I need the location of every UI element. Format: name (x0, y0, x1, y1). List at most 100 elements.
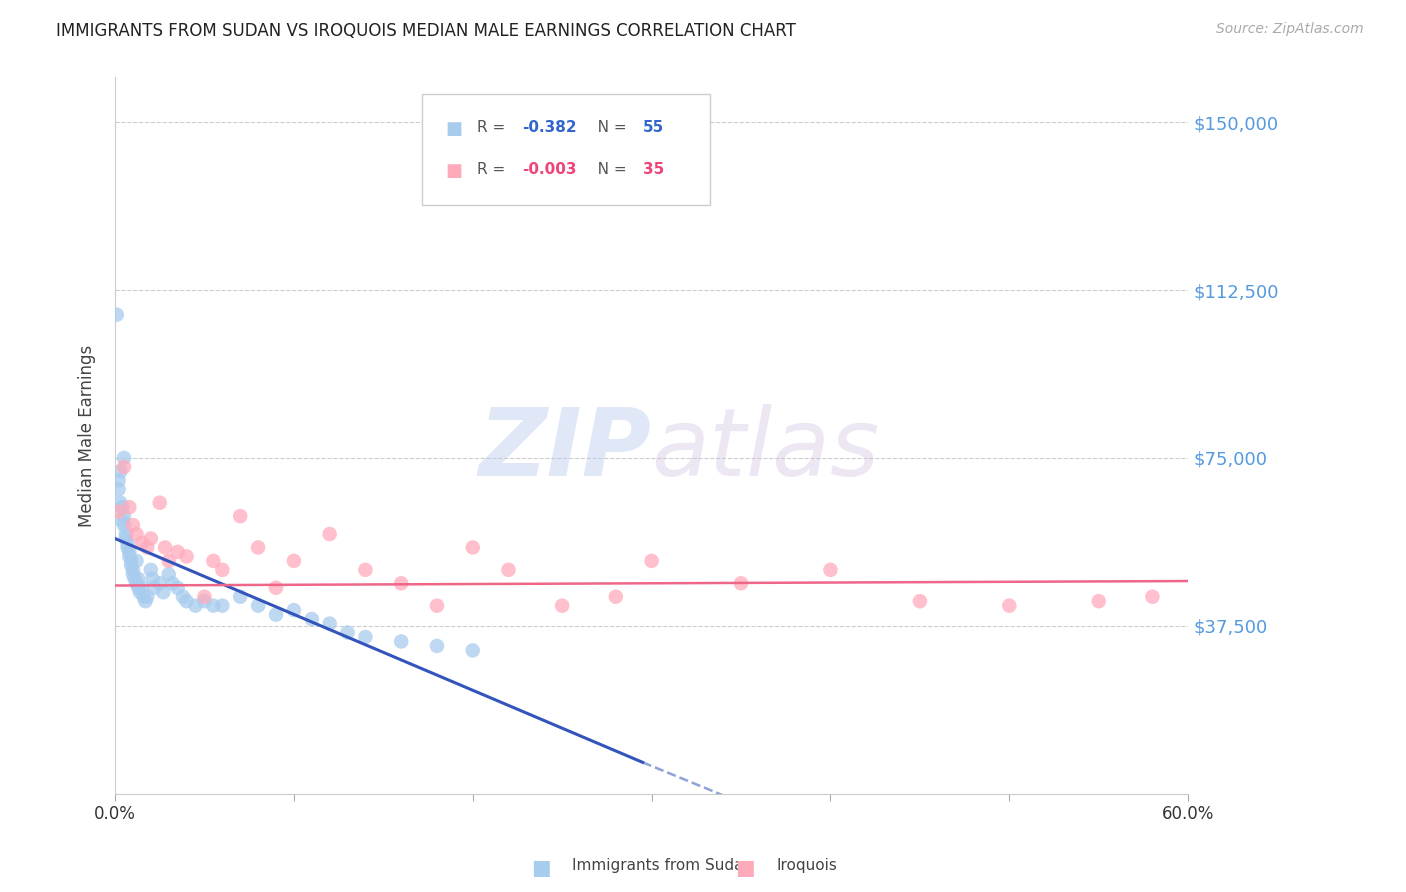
Point (1142, 590, 1164, 604)
Text: IMMIGRANTS FROM SUDAN VS IROQUOIS MEDIAN MALE EARNINGS CORRELATION CHART: IMMIGRANTS FROM SUDAN VS IROQUOIS MEDIAN… (56, 22, 796, 40)
Point (336, 625, 359, 640)
Point (166, 545, 188, 559)
Point (202, 599, 225, 613)
Point (107, 483, 129, 497)
Point (131, 581, 153, 595)
Point (143, 581, 166, 595)
Point (176, 549, 198, 564)
Point (162, 576, 184, 591)
Point (124, 572, 146, 586)
Y-axis label: Median Male Earnings: Median Male Earnings (79, 344, 96, 526)
Point (820, 563, 842, 577)
Point (211, 563, 233, 577)
Text: Iroquois: Iroquois (776, 858, 837, 873)
Text: ■: ■ (446, 162, 463, 180)
Point (318, 527, 340, 541)
Point (132, 590, 155, 604)
Point (498, 563, 520, 577)
Point (461, 643, 484, 657)
Point (264, 607, 287, 622)
Text: -0.382: -0.382 (522, 120, 576, 136)
Point (998, 599, 1021, 613)
Text: R =: R = (477, 120, 510, 136)
Point (142, 572, 165, 586)
Text: Source: ZipAtlas.com: Source: ZipAtlas.com (1216, 22, 1364, 37)
Point (111, 500, 134, 515)
Point (120, 558, 142, 573)
Text: R =: R = (477, 162, 510, 178)
Text: ■: ■ (446, 120, 463, 138)
Point (118, 545, 141, 559)
Point (112, 518, 135, 533)
Point (640, 554, 662, 568)
Point (127, 581, 149, 595)
Text: Immigrants from Sudan: Immigrants from Sudan (572, 858, 754, 873)
Point (125, 554, 148, 568)
Point (283, 603, 305, 617)
Point (134, 594, 156, 608)
Point (229, 590, 252, 604)
Text: N =: N = (583, 120, 631, 136)
Point (193, 590, 215, 604)
Point (125, 576, 148, 591)
Point (157, 554, 180, 568)
Point (131, 536, 153, 550)
Point (247, 599, 270, 613)
Text: 35: 35 (643, 162, 664, 178)
Point (247, 541, 270, 555)
Point (193, 594, 215, 608)
Text: ■: ■ (531, 858, 551, 878)
Point (105, 308, 128, 322)
Point (184, 599, 207, 613)
Point (730, 576, 752, 591)
Point (354, 630, 377, 644)
Point (461, 541, 484, 555)
Point (426, 639, 449, 653)
Point (136, 590, 159, 604)
Point (202, 554, 225, 568)
Point (551, 599, 574, 613)
Point (117, 541, 139, 555)
Point (176, 594, 198, 608)
Point (1087, 594, 1109, 608)
Point (166, 581, 188, 595)
Point (118, 500, 141, 515)
Point (107, 473, 129, 487)
Point (301, 612, 323, 626)
Text: 55: 55 (643, 120, 664, 136)
Point (318, 616, 340, 631)
Point (354, 563, 377, 577)
Point (114, 527, 136, 541)
Point (122, 518, 145, 533)
Point (127, 572, 149, 586)
Point (111, 514, 134, 528)
Point (112, 459, 135, 474)
Text: ■: ■ (735, 858, 755, 878)
Point (229, 509, 252, 524)
Text: atlas: atlas (651, 404, 880, 495)
Point (118, 549, 141, 564)
Point (136, 541, 159, 555)
Point (122, 567, 145, 582)
Point (149, 576, 172, 591)
Point (389, 576, 412, 591)
Point (389, 634, 412, 648)
Point (211, 599, 233, 613)
Point (122, 563, 145, 577)
Point (125, 527, 148, 541)
Point (283, 554, 305, 568)
Text: ZIP: ZIP (478, 404, 651, 496)
Point (153, 541, 176, 555)
Point (129, 585, 152, 599)
Point (117, 536, 139, 550)
Point (172, 590, 194, 604)
Text: -0.003: -0.003 (522, 162, 576, 178)
Point (157, 567, 180, 582)
Point (112, 509, 135, 524)
Point (264, 581, 287, 595)
Point (110, 496, 132, 510)
Point (107, 505, 129, 519)
Point (426, 599, 449, 613)
Point (112, 450, 135, 465)
Text: N =: N = (583, 162, 631, 178)
